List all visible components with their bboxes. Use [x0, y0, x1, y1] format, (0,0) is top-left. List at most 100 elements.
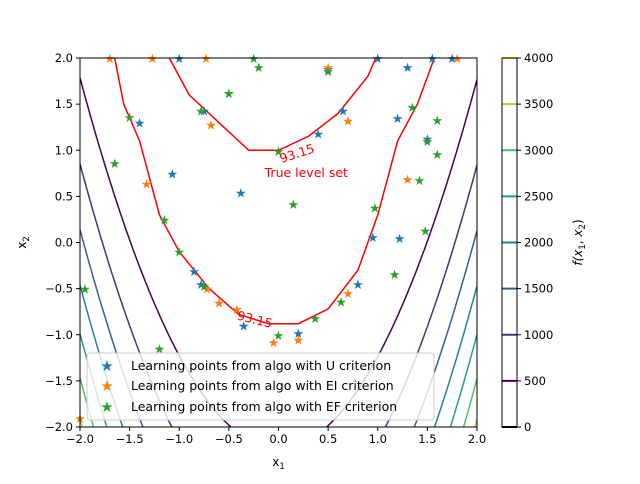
y-tick-label: −0.5 [45, 282, 73, 296]
y-tick-label: 0.5 [55, 189, 73, 203]
y-axis-label-main: x [15, 242, 29, 249]
point-series-1-13: ★ [268, 336, 280, 351]
legend-star-ei: ★ [100, 377, 113, 395]
point-series-0-6: ★ [446, 52, 458, 67]
point-series-2-6: ★ [79, 283, 91, 298]
y-tick-label: −1.5 [45, 374, 73, 388]
point-series-1-5: ★ [451, 52, 463, 67]
colorbar-label-x1: x [571, 249, 585, 258]
colorbar-tick-label: 2000 [524, 236, 553, 250]
point-series-2-8: ★ [173, 246, 185, 261]
x-tick-label: −2.0 [66, 432, 94, 446]
x-tick-label: −0.5 [215, 432, 243, 446]
point-series-2-7: ★ [159, 213, 171, 228]
x-tick-label: 0.5 [319, 432, 337, 446]
colorbar-tick-label: 1000 [524, 328, 553, 342]
point-series-2-23: ★ [248, 52, 260, 67]
point-series-2-3: ★ [223, 87, 235, 102]
point-series-1-14: ★ [293, 333, 305, 348]
point-series-0-0: ★ [173, 52, 185, 67]
x-tick-label: −1.0 [165, 432, 193, 446]
point-series-1-10: ★ [213, 296, 225, 311]
point-series-2-1: ★ [124, 111, 136, 126]
point-series-0-14: ★ [235, 187, 247, 202]
point-series-1-1: ★ [104, 52, 116, 67]
point-series-1-15: ★ [342, 287, 354, 302]
point-series-1-9: ★ [402, 173, 414, 188]
colorbar: 0 500 1000 1500 2000 2500 3000 3500 4000 [501, 51, 553, 434]
point-series-0-20: ★ [238, 320, 250, 335]
y-tick-label: 1.0 [55, 143, 73, 157]
point-series-0-17: ★ [188, 265, 200, 280]
colorbar-label-x2: x [571, 229, 585, 238]
point-series-0-2: ★ [322, 63, 334, 78]
point-series-2-14: ★ [431, 114, 443, 129]
true-level-inner-curve [168, 58, 377, 152]
colorbar-label-sub2: 2 [578, 224, 588, 229]
point-series-0-21: ★ [293, 327, 305, 342]
legend-frame [86, 352, 435, 421]
y-tick-label: 2.0 [55, 51, 73, 65]
point-series-2-4: ★ [253, 61, 265, 76]
point-series-2-15: ★ [422, 135, 434, 150]
y-axis-label: x2 [15, 236, 32, 249]
point-series-1-6: ★ [205, 118, 217, 133]
point-series-1-3: ★ [200, 52, 212, 67]
y-axis-label-sub: 2 [22, 236, 32, 241]
point-series-0-1: ★ [223, 87, 235, 102]
colorbar-label-sub1: 1 [578, 244, 588, 249]
point-series-1-4: ★ [322, 61, 334, 76]
y-tick-label: 0.0 [55, 236, 73, 250]
colorbar-label-suffix: ) [571, 219, 585, 224]
axes: −2.0 −1.5 −1.0 −0.5 0.0 0.5 1.0 1.5 2.0 −2.0 −1.5 −… [45, 51, 486, 446]
point-series-0-3: ★ [372, 52, 384, 67]
point-series-0-16: ★ [394, 232, 406, 247]
point-series-0-19: ★ [352, 278, 364, 293]
point-series-0-5: ★ [427, 52, 439, 67]
true-level-set-annotation: True level set [264, 165, 348, 180]
colorbar-tick-label: 2500 [524, 189, 553, 203]
x-axis-label: x1 [272, 455, 285, 472]
colorbar-label-sep: , [571, 237, 585, 245]
x-tick-label: 0.0 [269, 432, 287, 446]
x-tick-label: 1.5 [418, 432, 436, 446]
legend-entry-ei: Learning points from algo with EI criter… [131, 378, 394, 393]
point-series-0-4: ★ [402, 61, 414, 76]
x-tick-label: −1.5 [116, 432, 144, 446]
point-series-2-24: ★ [198, 280, 210, 295]
legend-star-ef: ★ [100, 398, 113, 416]
point-series-2-16: ★ [431, 148, 443, 163]
point-series-2-21: ★ [309, 312, 321, 327]
point-series-2-0: ★ [109, 157, 121, 172]
point-series-1-2: ★ [147, 52, 159, 67]
point-series-0-11: ★ [312, 128, 324, 143]
point-series-2-11: ★ [288, 198, 300, 213]
x-axis-label-main: x [272, 455, 279, 469]
colorbar-tick-label: 500 [524, 374, 546, 388]
point-series-2-5: ★ [322, 65, 334, 80]
true-level-set [113, 58, 436, 325]
legend-entry-ef: Learning points from algo with EF criter… [131, 399, 397, 414]
point-series-2-19: ★ [389, 268, 401, 283]
y-tick-label: −1.0 [45, 328, 73, 342]
legend-entry-u: Learning points from algo with U criteri… [131, 358, 391, 373]
colorbar-tick-label: 1500 [524, 282, 553, 296]
point-series-2-20: ★ [335, 296, 347, 311]
legend-star-u: ★ [100, 357, 113, 375]
x-tick-label: 1.0 [369, 432, 387, 446]
point-series-2-13: ★ [407, 101, 419, 116]
point-series-0-13: ★ [166, 167, 178, 182]
colorbar-label-prefix: f( [571, 255, 585, 265]
x-tick-label: 2.0 [468, 432, 486, 446]
learning-points: ★★★★★★ ★★★ ★ ★★ ★★★★ ★★★ ★★ ★★★ ★ ★★★★ ★★ ★★★★★ ★★★★… [74, 52, 463, 427]
colorbar-tick-label: 0 [524, 420, 531, 434]
point-series-2-18: ★ [420, 225, 432, 240]
legend: ★ Learning points from algo with U crite… [86, 352, 435, 421]
point-series-0-7: ★ [134, 117, 146, 132]
x-axis-label-sub: 1 [279, 462, 284, 472]
point-series-1-8: ★ [141, 177, 153, 192]
point-series-0-18: ★ [195, 278, 207, 293]
y-tick-label: −2.0 [45, 420, 73, 434]
